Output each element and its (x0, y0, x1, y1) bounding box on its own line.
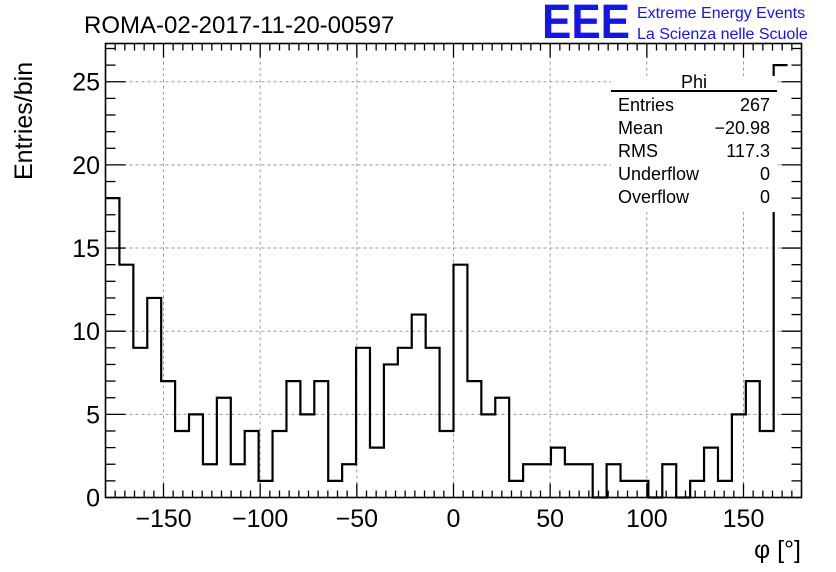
x-tick-label: −150 (135, 505, 191, 533)
x-tick-label: −100 (232, 505, 288, 533)
stats-value: 0 (760, 187, 770, 207)
y-tick-label: 10 (72, 318, 100, 346)
histogram-outline (105, 64, 788, 499)
x-tick-label: 100 (626, 505, 668, 533)
y-tick-label: 15 (72, 235, 100, 263)
x-tick-label: 50 (536, 505, 564, 533)
x-axis-ticks (114, 43, 793, 498)
stats-label: RMS (618, 141, 658, 161)
y-tick-label: 20 (72, 152, 100, 180)
stats-box-background (611, 76, 777, 212)
plot-frame (104, 42, 803, 499)
stats-label: Entries (618, 95, 674, 115)
y-tick-label: 0 (86, 485, 100, 513)
logo-line1: Extreme Energy Events (637, 5, 805, 22)
stats-rows: Entries 267 Mean −20.98 RMS 117.3 Underflow 0 Ov… (618, 95, 770, 207)
stats-box: Phi Entries 267 Mean −20.98 RMS 117.3 Underflo… (611, 72, 777, 212)
chart-title: ROMA-02-2017-11-20-00597 (84, 12, 394, 39)
stats-value: 0 (760, 164, 770, 184)
x-axis-label: φ [°] (754, 536, 801, 564)
stats-box-title: Phi (681, 72, 707, 92)
logo-letters: EEE (542, 0, 630, 49)
y-tick-label: 25 (72, 69, 100, 97)
stats-value: −20.98 (714, 118, 770, 138)
stats-value: 117.3 (726, 141, 770, 161)
eee-logo: EEE Extreme Energy Events La Scienza nel… (542, 0, 808, 49)
x-tick-label: 0 (447, 505, 461, 533)
logo-line2: La Scienza nelle Scuole (637, 26, 808, 43)
stats-label: Underflow (618, 164, 700, 184)
x-tick-label: −50 (336, 505, 378, 533)
stats-value: 267 (740, 95, 770, 115)
stats-label: Mean (618, 118, 663, 138)
x-tick-label: 150 (723, 505, 765, 533)
y-axis-label: Entries/bin (10, 62, 38, 180)
stats-label: Overflow (618, 187, 690, 207)
y-tick-label: 5 (86, 401, 100, 429)
y-tick-labels: 0 5 10 15 20 25 (72, 69, 100, 513)
x-tick-labels: −150 −100 −50 0 50 100 150 (135, 505, 764, 533)
